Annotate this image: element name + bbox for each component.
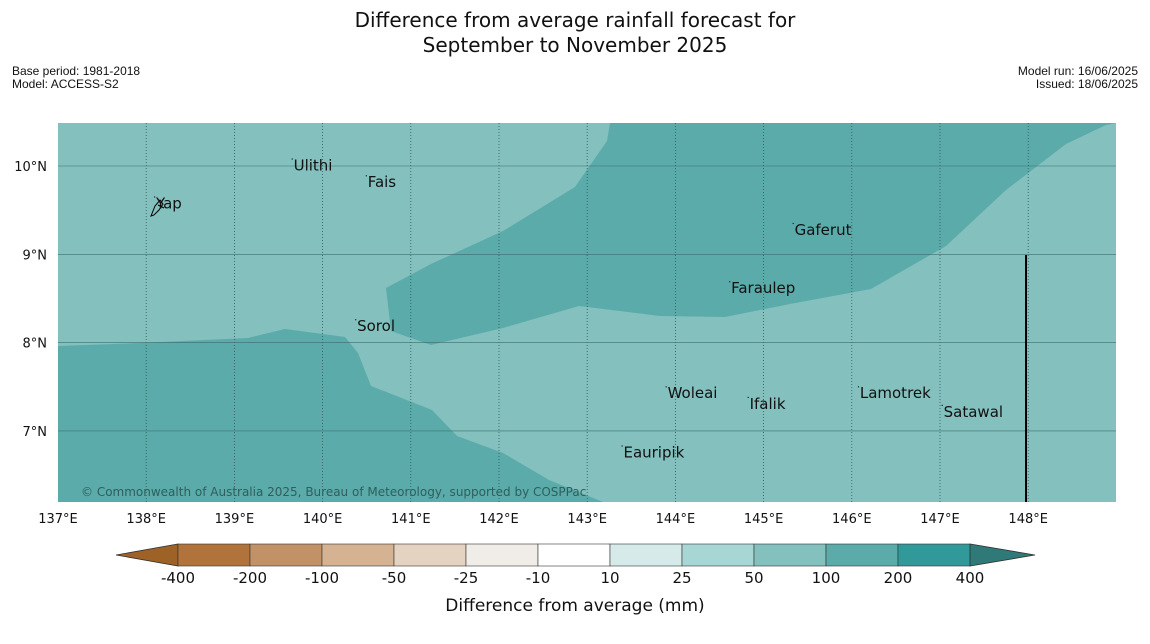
latitude-tick-label: 9°N <box>23 248 48 263</box>
longitude-tick-label: 146°E <box>832 512 872 527</box>
metadata-left: Base period: 1981-2018 Model: ACCESS-S2 <box>12 65 140 91</box>
title-line-1: Difference from average rainfall forecas… <box>354 8 796 32</box>
colorbar-swatch <box>681 543 755 567</box>
place-label-lamotrek: Lamotrek <box>860 384 931 402</box>
model-name: Model: ACCESS-S2 <box>12 77 119 91</box>
colorbar-tick-label: 25 <box>672 569 691 587</box>
map-title: Difference from average rainfall forecas… <box>0 8 1150 58</box>
longitude-tick-label: 148°E <box>1008 512 1048 527</box>
colorbar-swatch <box>609 543 683 567</box>
place-label-yap: Yap <box>155 194 182 212</box>
place-marker <box>747 396 749 399</box>
colorbar-tick-label: -200 <box>233 569 267 587</box>
longitude-tick-label: 140°E <box>303 512 343 527</box>
place-label-eauripik: Eauripik <box>623 443 684 461</box>
colorbar-tick-label: 10 <box>600 569 619 587</box>
colorbar-tick-label: -100 <box>305 569 339 587</box>
place-marker <box>621 445 623 447</box>
longitude-tick-label: 144°E <box>656 512 696 527</box>
latitude-tick-label: 7°N <box>23 425 48 440</box>
title-line-2: September to November 2025 <box>422 33 728 57</box>
longitude-tick-label: 138°E <box>126 512 166 527</box>
place-marker <box>154 196 156 198</box>
place-marker <box>665 386 667 388</box>
map-area: Yap Ulithi Fais Gaferut Faraulep Sorol Woleai I… <box>58 123 1116 502</box>
colorbar-tick-label: 400 <box>956 569 985 587</box>
place-marker <box>291 158 293 160</box>
colorbar-tick-label: -50 <box>382 569 407 587</box>
colorbar-extend-low <box>115 543 179 567</box>
place-labels: Yap Ulithi Fais Gaferut Faraulep Sorol Woleai I… <box>154 156 1003 461</box>
place-label-ulithi: Ulithi <box>294 156 333 174</box>
colorbar-tick-label: 50 <box>744 569 763 587</box>
place-marker <box>792 222 794 225</box>
graticule <box>58 123 1116 502</box>
colorbar-swatch <box>537 543 611 567</box>
metadata-right: Model run: 16/06/2025 Issued: 18/06/2025 <box>1018 65 1138 91</box>
colorbar-tick-label: 100 <box>812 569 841 587</box>
colorbar-tick-label: 200 <box>884 569 913 587</box>
colorbar-swatch <box>321 543 395 567</box>
place-marker <box>857 386 860 388</box>
latitude-tick-label: 8°N <box>23 337 48 352</box>
colorbar-label: Difference from average (mm) <box>445 596 705 616</box>
copyright-notice: © Commonwealth of Australia 2025, Bureau… <box>81 485 586 499</box>
yap-island-outline <box>150 199 165 217</box>
place-label-fais: Fais <box>368 173 397 191</box>
anomaly-region-100-200-north <box>386 123 1116 345</box>
longitude-tick-label: 145°E <box>744 512 784 527</box>
colorbar-swatch <box>825 543 899 567</box>
colorbar-swatch <box>753 543 827 567</box>
colorbar-tick-label: -400 <box>161 569 195 587</box>
latitude-tick-label: 10°N <box>14 160 47 175</box>
colorbar-swatch <box>393 543 467 567</box>
colorbar-extend-high <box>969 543 1036 567</box>
place-label-woleai: Woleai <box>668 384 718 402</box>
place-label-satawal: Satawal <box>944 403 1003 421</box>
model-run: Model run: 16/06/2025 <box>1017 64 1138 78</box>
place-label-faraulep: Faraulep <box>731 279 795 297</box>
issued-date: Issued: 18/06/2025 <box>1035 77 1138 91</box>
place-label-ifalik: Ifalik <box>750 395 786 413</box>
base-period: Base period: 1981-2018 <box>12 64 141 78</box>
colorbar-swatch <box>465 543 539 567</box>
place-marker <box>729 281 731 283</box>
colorbar-swatch <box>177 543 251 567</box>
place-label-gaferut: Gaferut <box>795 221 852 239</box>
colorbar-tick-label: -10 <box>526 569 551 587</box>
colorbar: -400 -200 -100 -50 -25 -10 10 25 50 100 200 400 <box>115 543 1036 587</box>
place-marker <box>355 319 357 321</box>
longitude-tick-label: 141°E <box>391 512 431 527</box>
place-label-sorol: Sorol <box>357 317 395 335</box>
longitude-tick-label: 147°E <box>920 512 960 527</box>
place-marker <box>941 404 943 406</box>
anomaly-region-100-200-south <box>58 329 603 502</box>
colorbar-swatch <box>897 543 971 567</box>
longitude-tick-label: 142°E <box>479 512 519 527</box>
longitude-tick-label: 137°E <box>38 512 78 527</box>
colorbar-tick-label: -25 <box>454 569 479 587</box>
latitude-tick-labels: 10°N 9°N 8°N 7°N <box>14 160 47 440</box>
longitude-tick-labels: 137°E 138°E 139°E 140°E 141°E 142°E 143°E 144°E… <box>38 512 1048 527</box>
longitude-tick-label: 143°E <box>567 512 607 527</box>
place-marker <box>365 175 367 177</box>
longitude-tick-label: 139°E <box>215 512 255 527</box>
colorbar-swatch <box>249 543 323 567</box>
